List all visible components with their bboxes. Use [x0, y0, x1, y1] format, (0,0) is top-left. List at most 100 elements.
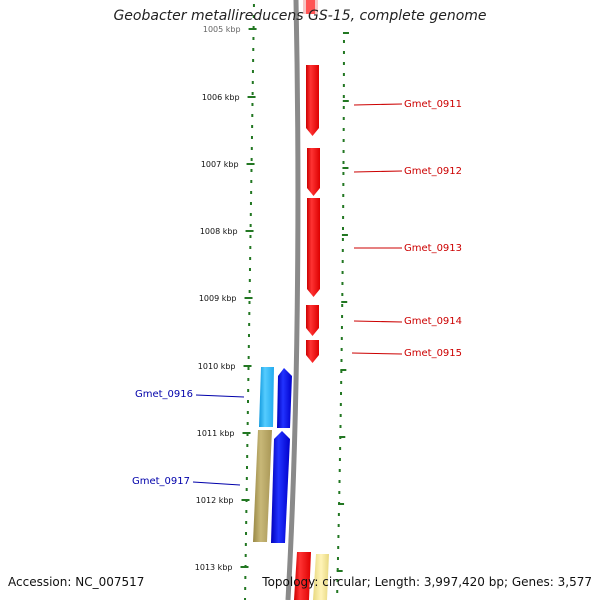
track-dot: [336, 557, 339, 560]
genome-summary: Topology: circular; Length: 3,997,420 bp…: [262, 575, 592, 589]
track-dot: [340, 326, 343, 329]
label-gmet-0914[interactable]: Gmet_0914: [404, 316, 462, 327]
reverse-genes: [253, 367, 292, 543]
scale-tick-right: [342, 167, 349, 169]
length-value: 3,997,420 bp: [423, 575, 504, 589]
genome-backbone: [285, 0, 301, 601]
track-dot: [249, 213, 252, 216]
scale-tick-left: [244, 297, 253, 299]
scale-tick-label: 1013 kbp: [195, 563, 233, 572]
track-dot: [342, 194, 345, 197]
track-dot: [337, 546, 340, 549]
scale-tick-right: [341, 234, 348, 236]
gene-labels: Gmet_0911 Gmet_0912 Gmet_0913 Gmet_0914 …: [132, 99, 462, 487]
label-gmet-0911[interactable]: Gmet_0911: [404, 99, 462, 110]
scale-ticks: 1005 kbp 1006 kbp 1007 kbp 1008 kbp 1009 kbp…: [195, 25, 349, 572]
track-dot: [342, 161, 345, 164]
gene-gmet-0917[interactable]: [271, 431, 290, 543]
leader-gmet-0914: [353, 320, 403, 323]
track-dot: [245, 532, 248, 535]
track-dot: [340, 392, 343, 395]
leader-gmet-0917: [192, 481, 241, 486]
leader-gmet-0912: [353, 170, 403, 173]
track-dot: [249, 246, 252, 249]
leader-gmet-0911: [353, 103, 403, 106]
track-dot: [336, 590, 339, 593]
track-dot: [252, 26, 255, 29]
faded-gene-top-core: [306, 0, 315, 14]
label-gmet-0912[interactable]: Gmet_0912: [404, 166, 462, 177]
track-dot: [341, 315, 344, 318]
page-title: Geobacter metallireducens GS-15, complet…: [113, 8, 487, 24]
track-dot: [339, 425, 342, 428]
scale-tick-right: [338, 503, 345, 505]
track-dot: [338, 480, 341, 483]
track-dot: [251, 114, 254, 117]
scale-tick-right: [342, 32, 349, 34]
track-dot: [247, 356, 250, 359]
track-dot: [340, 370, 343, 373]
label-gmet-0915[interactable]: Gmet_0915: [404, 348, 462, 359]
scale-tick-label: 1009 kbp: [199, 294, 237, 303]
track-dot: [338, 491, 341, 494]
track-dot: [341, 293, 344, 296]
track-dot: [337, 513, 340, 516]
scale-tick-left: [248, 28, 257, 30]
label-gmet-0917[interactable]: Gmet_0917: [132, 476, 190, 487]
scale-tick-left: [240, 566, 249, 568]
scale-tick-left: [246, 163, 255, 165]
track-dot: [245, 477, 248, 480]
track-dot: [244, 543, 247, 546]
gene-bottom-pale[interactable]: [313, 554, 329, 600]
track-dot: [247, 345, 250, 348]
gene-gmet-0916[interactable]: [277, 368, 292, 428]
track-dot: [337, 524, 340, 527]
gene-gmet-0912[interactable]: [307, 148, 320, 196]
track-dot: [251, 125, 254, 128]
track-dot: [342, 216, 345, 219]
scale-tick-label: 1006 kbp: [202, 93, 240, 102]
track-dot: [249, 202, 252, 205]
track-dot: [248, 290, 251, 293]
gene-gmet-0914[interactable]: [306, 305, 319, 336]
gene-gmet-0915[interactable]: [306, 340, 319, 363]
gene-gmet-0911[interactable]: [306, 65, 319, 136]
track-dot: [252, 37, 255, 40]
gene-gmet-0916-inner[interactable]: [259, 367, 274, 427]
label-gmet-0913[interactable]: Gmet_0913: [404, 243, 462, 254]
track-dot: [337, 535, 340, 538]
scale-tick-right: [339, 436, 346, 438]
gene-gmet-0913[interactable]: [307, 198, 320, 297]
track-dot: [251, 92, 254, 95]
track-dot: [342, 117, 345, 120]
scale-tick-left: [247, 96, 256, 98]
track-dot: [342, 128, 345, 131]
track-dot: [341, 260, 344, 263]
track-dot: [248, 279, 251, 282]
track-dot: [248, 312, 251, 315]
track-dot: [245, 488, 248, 491]
label-gmet-0916[interactable]: Gmet_0916: [135, 389, 193, 400]
track-dot: [248, 268, 251, 271]
gene-gmet-0917-inner[interactable]: [253, 430, 272, 542]
forward-genes: [294, 65, 329, 600]
track-dot: [250, 158, 253, 161]
track-dot: [340, 359, 343, 362]
scale-tick-label: 1007 kbp: [201, 160, 239, 169]
track-dot: [251, 70, 254, 73]
length-label: Length:: [374, 575, 421, 589]
track-dot: [250, 191, 253, 194]
track-dot: [340, 381, 343, 384]
topology-value: circular: [322, 575, 367, 589]
leader-gmet-0916: [195, 394, 245, 398]
gene-bottom-red[interactable]: [294, 552, 311, 600]
label-leaders: [192, 103, 403, 486]
scale-tick-label: 1005 kbp: [203, 25, 241, 34]
track-dot: [244, 587, 247, 590]
track-dot: [338, 458, 341, 461]
track-dot: [251, 81, 254, 84]
scale-tick-label: 1011 kbp: [197, 429, 235, 438]
topology-label: Topology:: [262, 575, 319, 589]
